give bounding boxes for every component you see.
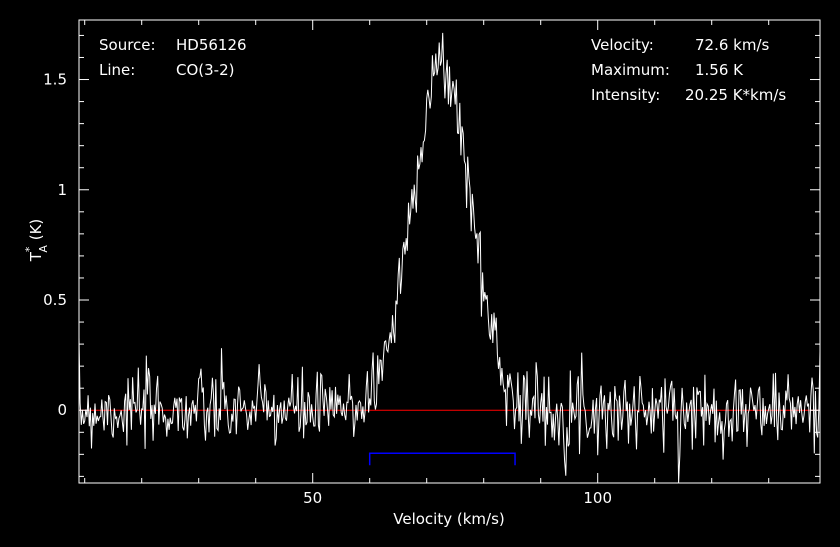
annotation-block-right: Velocity: 72.6 km/s Maximum: 1.56 K Inte… [591, 36, 786, 104]
x-tick-labels: 50 100 [303, 489, 612, 507]
y-axis-label-superscript: * [23, 246, 36, 252]
intensity-value: 20.25 K*km/s [685, 86, 786, 104]
maximum-value: 1.56 K [695, 61, 744, 79]
y-axis-label: T*A (K) [23, 219, 50, 263]
plot-area [79, 32, 820, 483]
x-tick-label: 100 [583, 489, 612, 507]
source-key: Source: [99, 36, 156, 54]
line-key: Line: [99, 61, 135, 79]
velocity-value: 72.6 km/s [695, 36, 770, 54]
source-value: HD56126 [176, 36, 247, 54]
line-value: CO(3-2) [176, 61, 234, 79]
velocity-key: Velocity: [591, 36, 654, 54]
y-tick-label: 0.5 [43, 291, 67, 309]
y-tick-labels: 0 0.5 1 1.5 [43, 71, 67, 420]
y-axis-label-main: T [27, 251, 45, 262]
y-axis-label-subscript: A [37, 245, 50, 253]
svg-text:T*A (K): T*A (K) [23, 219, 50, 263]
plot-frame [78, 19, 821, 484]
maximum-key: Maximum: [591, 61, 670, 79]
integration-window [368, 452, 516, 466]
x-tick-label: 50 [303, 489, 322, 507]
y-tick-label: 1 [57, 181, 67, 199]
axis-ticks [79, 20, 820, 483]
y-tick-label: 1.5 [43, 71, 67, 89]
x-axis-label: Velocity (km/s) [393, 510, 504, 528]
annotation-block-left: Source: HD56126 Line: CO(3-2) [99, 36, 247, 79]
spectrum-line [79, 32, 820, 483]
y-axis-label-unit: (K) [27, 219, 45, 245]
intensity-key: Intensity: [591, 86, 660, 104]
y-tick-label: 0 [57, 401, 67, 419]
